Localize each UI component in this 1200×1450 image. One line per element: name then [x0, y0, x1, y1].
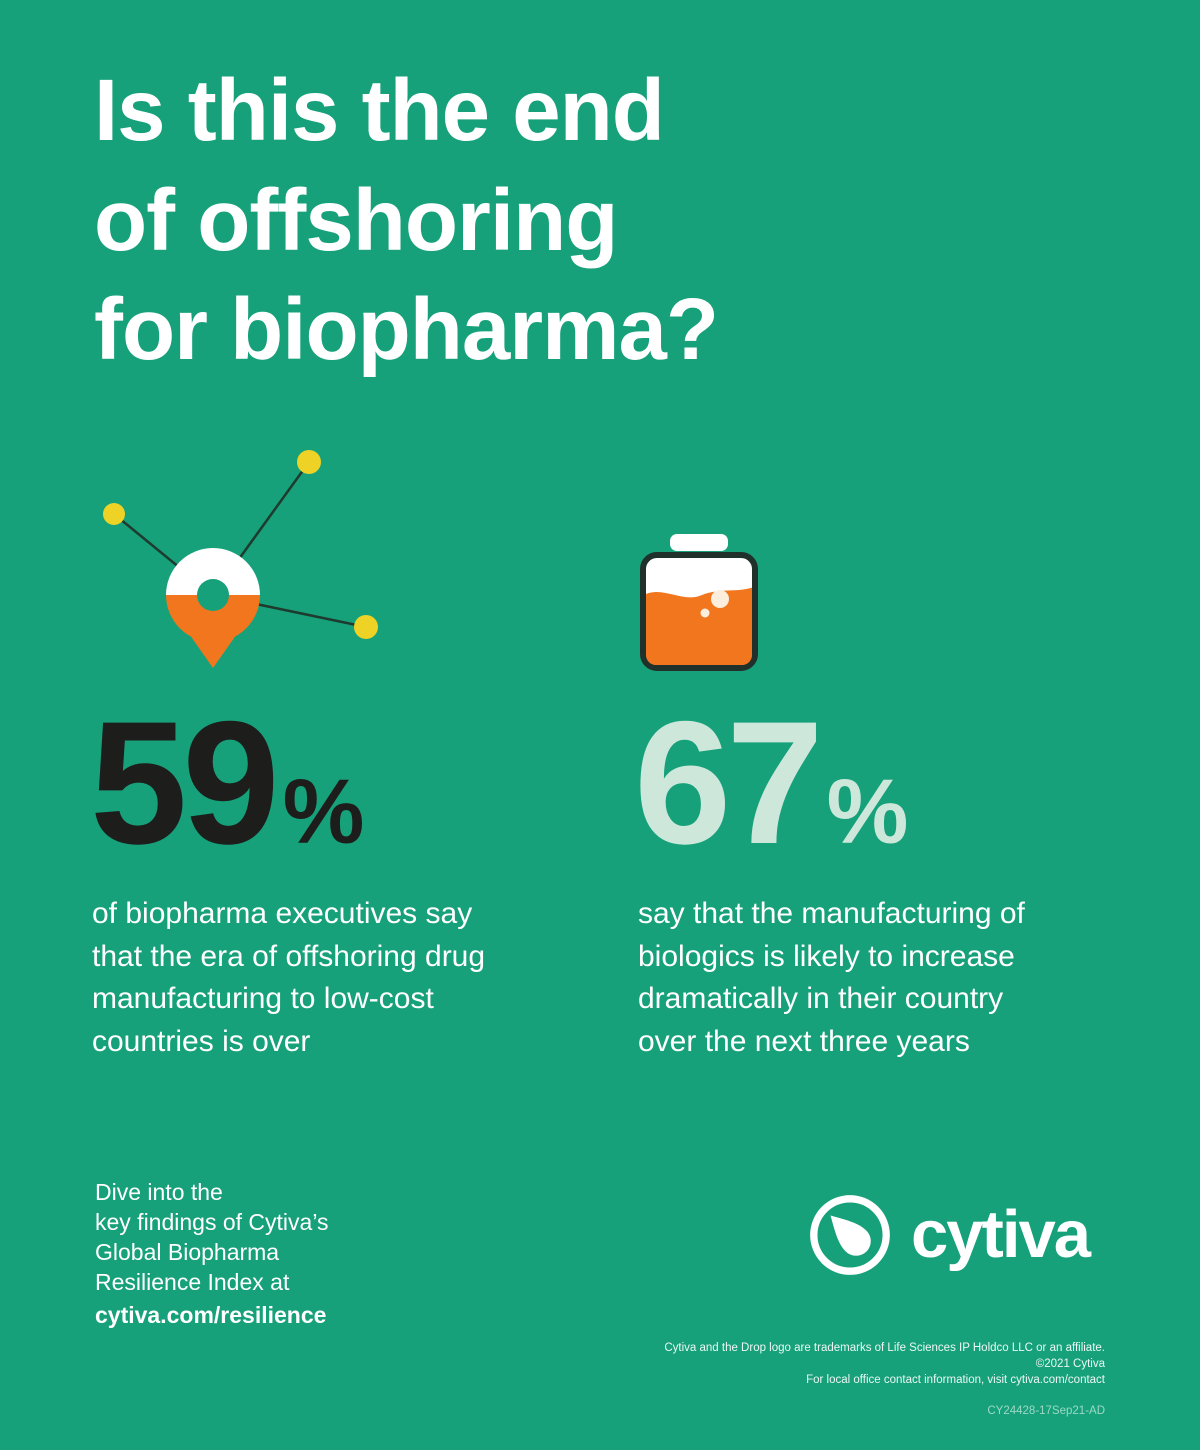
percent-sign: %: [826, 761, 909, 863]
stat-value-biologics: 67%: [634, 696, 908, 871]
stat-number: 59: [90, 686, 280, 881]
network-dot: [297, 450, 321, 474]
stat-description-biologics: say that the manufacturing of biologics …: [638, 897, 1025, 1058]
legal-text: Cytiva and the Drop logo are trademarks …: [664, 1342, 1105, 1387]
network-dot: [103, 503, 125, 525]
stat-value-offshoring: 59%: [90, 696, 364, 871]
document-code: CY24428-17Sep21-AD: [987, 1405, 1105, 1417]
call-to-action: Dive into the key findings of Cytiva’s G…: [95, 1178, 329, 1330]
network-dot: [354, 615, 378, 639]
drop-logo-icon: [805, 1190, 895, 1285]
stat-number: 67: [634, 686, 824, 881]
title-line-3: for biopharma?: [94, 281, 719, 379]
cytiva-wordmark: cytiva: [911, 1197, 1091, 1272]
resilience-link[interactable]: cytiva.com/resilience: [95, 1301, 327, 1328]
cytiva-logo: cytiva: [805, 1190, 1091, 1285]
bioreactor-jar-icon: [634, 534, 764, 679]
stat-description-offshoring: of biopharma executives say that the era…: [92, 897, 486, 1058]
percent-sign: %: [282, 761, 365, 863]
map-pin-network-icon: [88, 446, 388, 686]
page-title: Is this the end of offshoring for biopha…: [94, 56, 719, 385]
title-line-1: Is this the end: [94, 62, 665, 159]
title-line-2: of offshoring: [94, 171, 618, 269]
